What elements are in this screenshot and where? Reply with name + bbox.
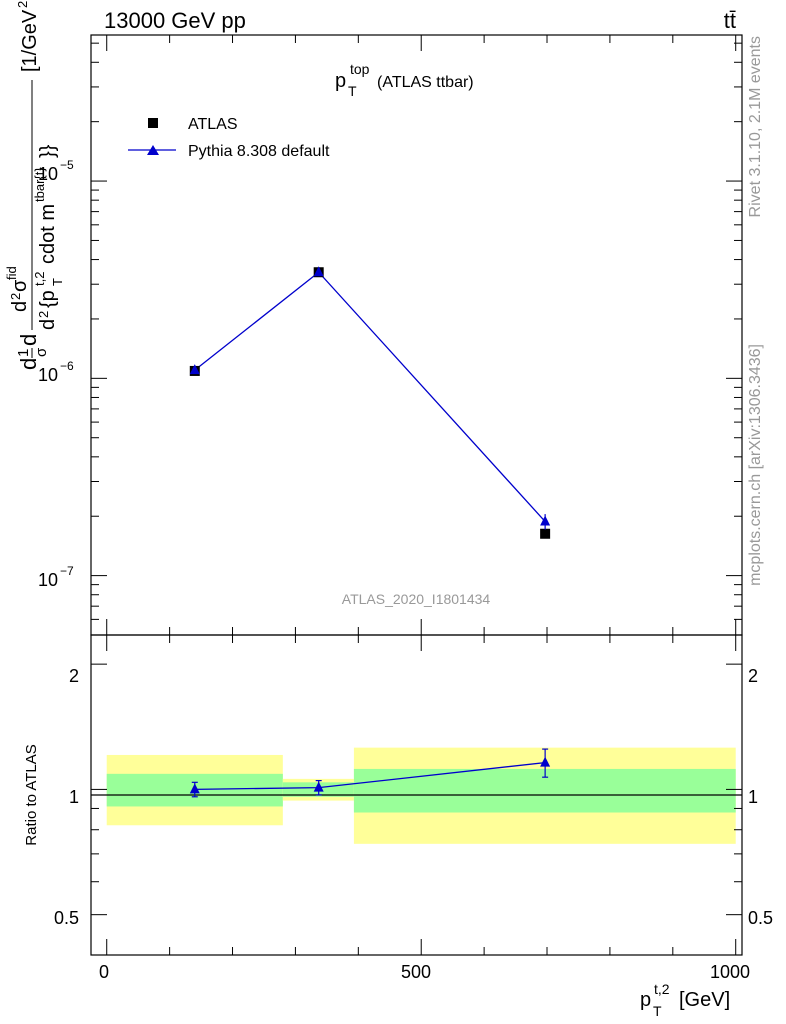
- ratio-uncertainty-bands: [106, 747, 736, 844]
- svg-text:d: d: [16, 334, 41, 346]
- svg-text:−5: −5: [60, 158, 74, 172]
- svg-text:T: T: [653, 1003, 662, 1019]
- legend-pythia-label: Pythia 8.308 default: [188, 143, 330, 160]
- svg-text:[GeV]: [GeV]: [679, 989, 730, 1011]
- svg-text:t,2: t,2: [654, 981, 670, 997]
- svg-text:2: 2: [8, 293, 23, 300]
- plot-title: p T top (ATLAS ttbar): [335, 61, 474, 99]
- ratio-y-tick-label-0.5: 0.5: [54, 908, 79, 928]
- svg-text:fid: fid: [4, 266, 19, 280]
- ratio-y-tick-label-2: 2: [69, 666, 79, 686]
- main-y-tick-label-1e-7: 10 −7: [38, 564, 74, 590]
- ratio-y-axis-label: Ratio to ATLAS: [23, 744, 40, 845]
- ratio-data-layer: [189, 748, 551, 798]
- svg-text:σ: σ: [9, 279, 31, 292]
- pythia-point: [313, 266, 324, 277]
- x-tick-label-1000: 1000: [710, 962, 750, 982]
- svg-text:10: 10: [38, 570, 58, 590]
- svg-text:10: 10: [38, 164, 58, 184]
- main-data-layer: [189, 266, 551, 539]
- svg-text:T: T: [50, 278, 65, 286]
- svg-text:p: p: [640, 989, 651, 1011]
- svg-text:}}: }}: [37, 144, 59, 158]
- ratio-axis-ticks: [91, 635, 742, 956]
- svg-text:cdot m: cdot m: [37, 204, 59, 264]
- svg-text:t,2: t,2: [32, 272, 47, 286]
- rivet-version-label: Rivet 3.1.10, 2.1M events: [747, 36, 764, 217]
- x-axis-label: p T t,2 [GeV]: [640, 981, 730, 1019]
- ratio-y-tick-label-1: 1: [69, 787, 79, 807]
- ratio-y-tick-label-right-1: 1: [748, 787, 758, 807]
- svg-text:d: d: [16, 358, 41, 370]
- svg-text:2: 2: [36, 311, 51, 318]
- ratio-y-tick-label-right-2: 2: [748, 666, 758, 686]
- main-axis-ticks: [91, 35, 742, 636]
- main-y-axis-label: d 1 σ d d 2 σ fid d 2 {p T t,2 cdot m tb…: [4, 1, 65, 370]
- svg-text:1: 1: [15, 349, 32, 357]
- svg-text:d: d: [37, 319, 59, 330]
- svg-text:(ATLAS ttbar): (ATLAS ttbar): [377, 74, 474, 91]
- ratio-pythia-point: [540, 756, 551, 767]
- ratio-plot-frame: [90, 634, 743, 956]
- svg-text:p: p: [335, 70, 346, 92]
- atlas-point: [540, 528, 551, 539]
- svg-text:tbar{t}: tbar{t}: [32, 167, 47, 202]
- pythia-point: [540, 515, 551, 526]
- source-label: mcplots.cern.ch [arXiv:1306.3436]: [747, 344, 764, 586]
- ratio-plot-panel: 0.5 1 2 0.5 1 2 Ratio to ATLAS 0 500 100…: [23, 634, 773, 1019]
- legend: ATLAS Pythia 8.308 default: [128, 116, 330, 160]
- legend-atlas-marker: [148, 118, 158, 128]
- x-tick-label-0: 0: [99, 962, 109, 982]
- pythia-point: [189, 364, 200, 375]
- watermark: ATLAS_2020_I1801434: [342, 591, 491, 607]
- svg-text:10: 10: [38, 365, 58, 385]
- svg-text:{p: {p: [37, 290, 59, 308]
- legend-pythia-marker: [147, 145, 159, 155]
- legend-atlas-label: ATLAS: [188, 116, 238, 133]
- svg-text:T: T: [348, 83, 357, 99]
- svg-text:−6: −6: [60, 359, 74, 373]
- beam-label: 13000 GeV pp: [104, 8, 246, 33]
- svg-text:d: d: [9, 301, 31, 312]
- x-tick-label-500: 500: [401, 962, 431, 982]
- svg-text:−7: −7: [60, 564, 74, 578]
- svg-text:[1/GeV: [1/GeV: [19, 9, 41, 72]
- main-y-tick-label-1e-6: 10 −6: [38, 359, 74, 385]
- main-plot-panel: ATLAS_2020_I1801434 p T top (ATLAS ttbar…: [4, 1, 743, 636]
- process-label: tt̄: [724, 8, 736, 33]
- svg-text:2: 2: [15, 1, 30, 8]
- main-y-tick-label-1e-5: 10 −5: [38, 158, 74, 184]
- ratio-pythia-point: [189, 783, 200, 794]
- svg-text:top: top: [350, 61, 370, 77]
- ratio-y-tick-label-right-0.5: 0.5: [748, 908, 773, 928]
- svg-text:σ: σ: [33, 347, 50, 357]
- pythia-line: [194, 271, 546, 522]
- ratio-pythia-point: [313, 781, 324, 792]
